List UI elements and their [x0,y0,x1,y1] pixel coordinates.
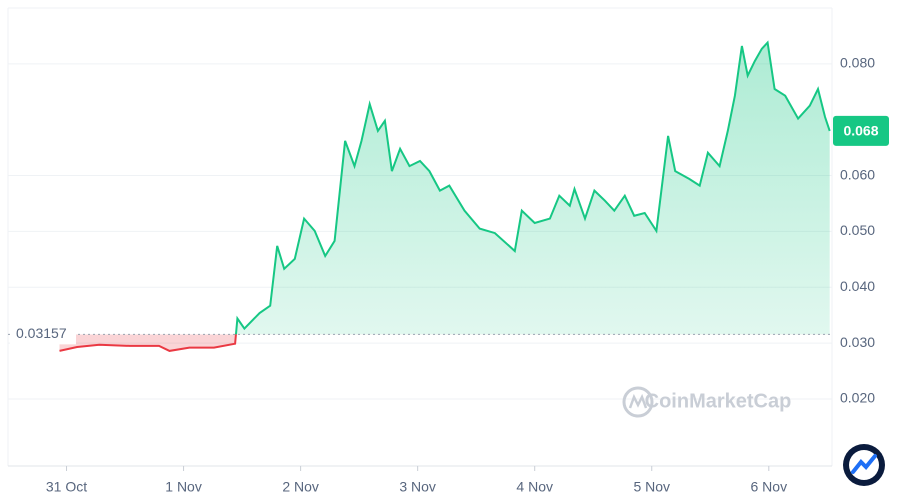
baseline-label-bg [10,324,76,345]
y-tick-label: 0.030 [840,334,875,350]
brand-badge [843,444,885,486]
y-tick-label: 0.040 [840,278,875,294]
x-tick-label: 5 Nov [633,479,670,495]
area-down [59,334,830,351]
x-tick-label: 1 Nov [165,479,202,495]
watermark: CoinMarketCap [645,390,792,412]
y-tick-label: 0.050 [840,222,875,238]
area-up [235,42,830,335]
price-line-up [234,40,831,335]
baseline-label: 0.03157 [16,325,67,341]
y-tick-label: 0.080 [840,55,875,71]
data-layer [8,40,832,352]
y-tick-label: 0.020 [840,390,875,406]
x-tick-label: 4 Nov [516,479,553,495]
x-tick-label: 31 Oct [46,479,87,495]
last-price-badge [833,115,889,146]
x-tick-label: 3 Nov [399,479,436,495]
last-price-label: 0.068 [843,123,878,139]
label-layer: 0.020 0.030 0.040 0.050 0.060 0.080 31 Oct 1 No… [10,55,889,495]
x-tick-label: 6 Nov [751,479,788,495]
x-tick-label: 2 Nov [282,479,319,495]
y-tick-label: 0.060 [840,166,875,182]
watermark-logo [622,386,654,418]
